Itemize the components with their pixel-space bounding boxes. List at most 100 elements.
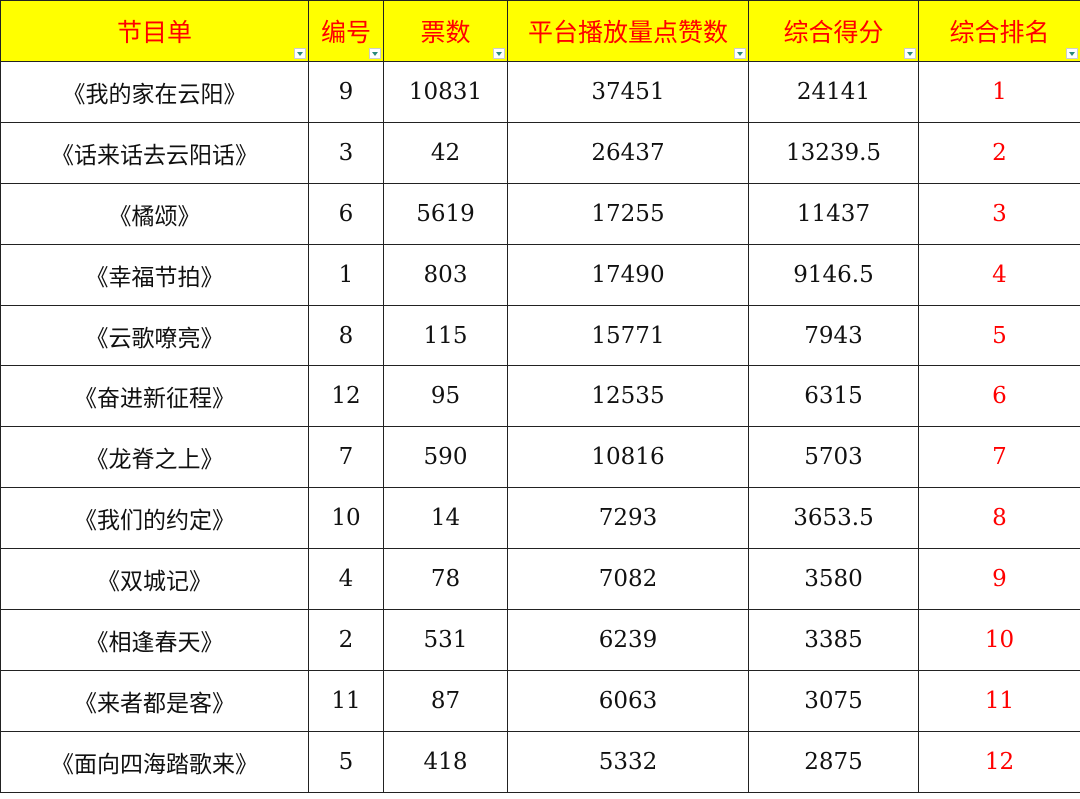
cell-platform-plays-likes[interactable]: 17255 [507,182,749,245]
table-row: 《双城记》 4 78 7082 3580 9 [0,548,1080,611]
header-label: 编号 [320,18,371,47]
cell-votes[interactable]: 14 [383,487,508,550]
cell-platform-plays-likes[interactable]: 17490 [507,243,749,306]
cell-number[interactable]: 9 [308,61,384,123]
cell-number[interactable]: 12 [308,365,384,428]
header-total-score: 综合得分 [748,0,919,62]
cell-votes[interactable]: 87 [383,669,508,732]
cell-platform-plays-likes[interactable]: 12535 [507,365,749,428]
cell-votes[interactable]: 531 [383,609,508,671]
table-row: 《话来话去云阳话》 3 42 26437 13239.5 2 [0,121,1080,184]
cell-number[interactable]: 5 [308,730,384,793]
cell-rank[interactable]: 12 [918,730,1080,793]
table-row: 《云歌嘹亮》 8 115 15771 7943 5 [0,304,1080,367]
cell-rank[interactable]: 8 [918,487,1080,550]
filter-dropdown-icon[interactable] [1066,48,1078,59]
header-label: 平台播放量点赞数 [527,18,728,47]
cell-platform-plays-likes[interactable]: 7293 [507,487,749,550]
table-row: 《橘颂》 6 5619 17255 11437 3 [0,182,1080,245]
cell-rank[interactable]: 3 [918,182,1080,245]
cell-program[interactable]: 《我的家在云阳》 [0,61,309,123]
cell-number[interactable]: 3 [308,121,384,184]
cell-rank[interactable]: 9 [918,548,1080,611]
table-row: 《我的家在云阳》 9 10831 37451 24141 1 [0,61,1080,123]
header-label: 综合得分 [783,18,884,47]
cell-rank[interactable]: 5 [918,304,1080,367]
header-votes: 票数 [383,0,508,62]
cell-program[interactable]: 《奋进新征程》 [0,365,309,428]
cell-total-score[interactable]: 9146.5 [748,243,919,306]
header-label: 票数 [420,18,471,47]
cell-program[interactable]: 《龙脊之上》 [0,426,309,489]
cell-platform-plays-likes[interactable]: 37451 [507,61,749,123]
cell-rank[interactable]: 10 [918,609,1080,671]
cell-program[interactable]: 《双城记》 [0,548,309,611]
cell-number[interactable]: 4 [308,548,384,611]
table-row: 《幸福节拍》 1 803 17490 9146.5 4 [0,243,1080,306]
cell-program[interactable]: 《相逢春天》 [0,609,309,671]
cell-votes[interactable]: 5619 [383,182,508,245]
cell-platform-plays-likes[interactable]: 15771 [507,304,749,367]
table-row: 《面向四海踏歌来》 5 418 5332 2875 12 [0,730,1080,793]
cell-total-score[interactable]: 13239.5 [748,121,919,184]
cell-total-score[interactable]: 3385 [748,609,919,671]
cell-program[interactable]: 《幸福节拍》 [0,243,309,306]
cell-total-score[interactable]: 3075 [748,669,919,732]
cell-number[interactable]: 2 [308,609,384,671]
cell-rank[interactable]: 1 [918,61,1080,123]
cell-platform-plays-likes[interactable]: 6063 [507,669,749,732]
cell-total-score[interactable]: 11437 [748,182,919,245]
filter-dropdown-icon[interactable] [734,48,746,59]
cell-total-score[interactable]: 5703 [748,426,919,489]
cell-votes[interactable]: 803 [383,243,508,306]
header-number: 编号 [308,0,384,62]
cell-platform-plays-likes[interactable]: 6239 [507,609,749,671]
cell-platform-plays-likes[interactable]: 5332 [507,730,749,793]
cell-total-score[interactable]: 7943 [748,304,919,367]
cell-program[interactable]: 《我们的约定》 [0,487,309,550]
cell-total-score[interactable]: 3580 [748,548,919,611]
cell-number[interactable]: 8 [308,304,384,367]
cell-total-score[interactable]: 3653.5 [748,487,919,550]
cell-total-score[interactable]: 6315 [748,365,919,428]
cell-number[interactable]: 6 [308,182,384,245]
cell-rank[interactable]: 2 [918,121,1080,184]
table-row: 《来者都是客》 11 87 6063 3075 11 [0,669,1080,732]
header-label: 综合排名 [949,18,1050,47]
cell-votes[interactable]: 590 [383,426,508,489]
header-rank: 综合排名 [918,0,1080,62]
cell-rank[interactable]: 7 [918,426,1080,489]
cell-rank[interactable]: 4 [918,243,1080,306]
filter-dropdown-icon[interactable] [294,48,306,59]
filter-dropdown-icon[interactable] [493,48,505,59]
cell-platform-plays-likes[interactable]: 7082 [507,548,749,611]
cell-rank[interactable]: 11 [918,669,1080,732]
cell-votes[interactable]: 10831 [383,61,508,123]
cell-platform-plays-likes[interactable]: 26437 [507,121,749,184]
cell-votes[interactable]: 78 [383,548,508,611]
cell-program[interactable]: 《面向四海踏歌来》 [0,730,309,793]
cell-total-score[interactable]: 2875 [748,730,919,793]
cell-program[interactable]: 《橘颂》 [0,182,309,245]
cell-total-score[interactable]: 24141 [748,61,919,123]
cell-program[interactable]: 《来者都是客》 [0,669,309,732]
cell-votes[interactable]: 95 [383,365,508,428]
header-platform-plays-likes: 平台播放量点赞数 [507,0,749,62]
cell-program[interactable]: 《话来话去云阳话》 [0,121,309,184]
table-row: 《奋进新征程》 12 95 12535 6315 6 [0,365,1080,428]
cell-number[interactable]: 1 [308,243,384,306]
cell-votes[interactable]: 115 [383,304,508,367]
cell-number[interactable]: 10 [308,487,384,550]
filter-dropdown-icon[interactable] [369,48,381,59]
cell-votes[interactable]: 42 [383,121,508,184]
cell-number[interactable]: 11 [308,669,384,732]
filter-dropdown-icon[interactable] [904,48,916,59]
header-program: 节目单 [0,0,309,62]
cell-platform-plays-likes[interactable]: 10816 [507,426,749,489]
cell-rank[interactable]: 6 [918,365,1080,428]
header-row: 节目单 编号 票数 平台播放量点赞数 综合得分 综合排名 [0,0,1080,62]
cell-number[interactable]: 7 [308,426,384,489]
header-label: 节目单 [116,18,192,47]
cell-votes[interactable]: 418 [383,730,508,793]
cell-program[interactable]: 《云歌嘹亮》 [0,304,309,367]
